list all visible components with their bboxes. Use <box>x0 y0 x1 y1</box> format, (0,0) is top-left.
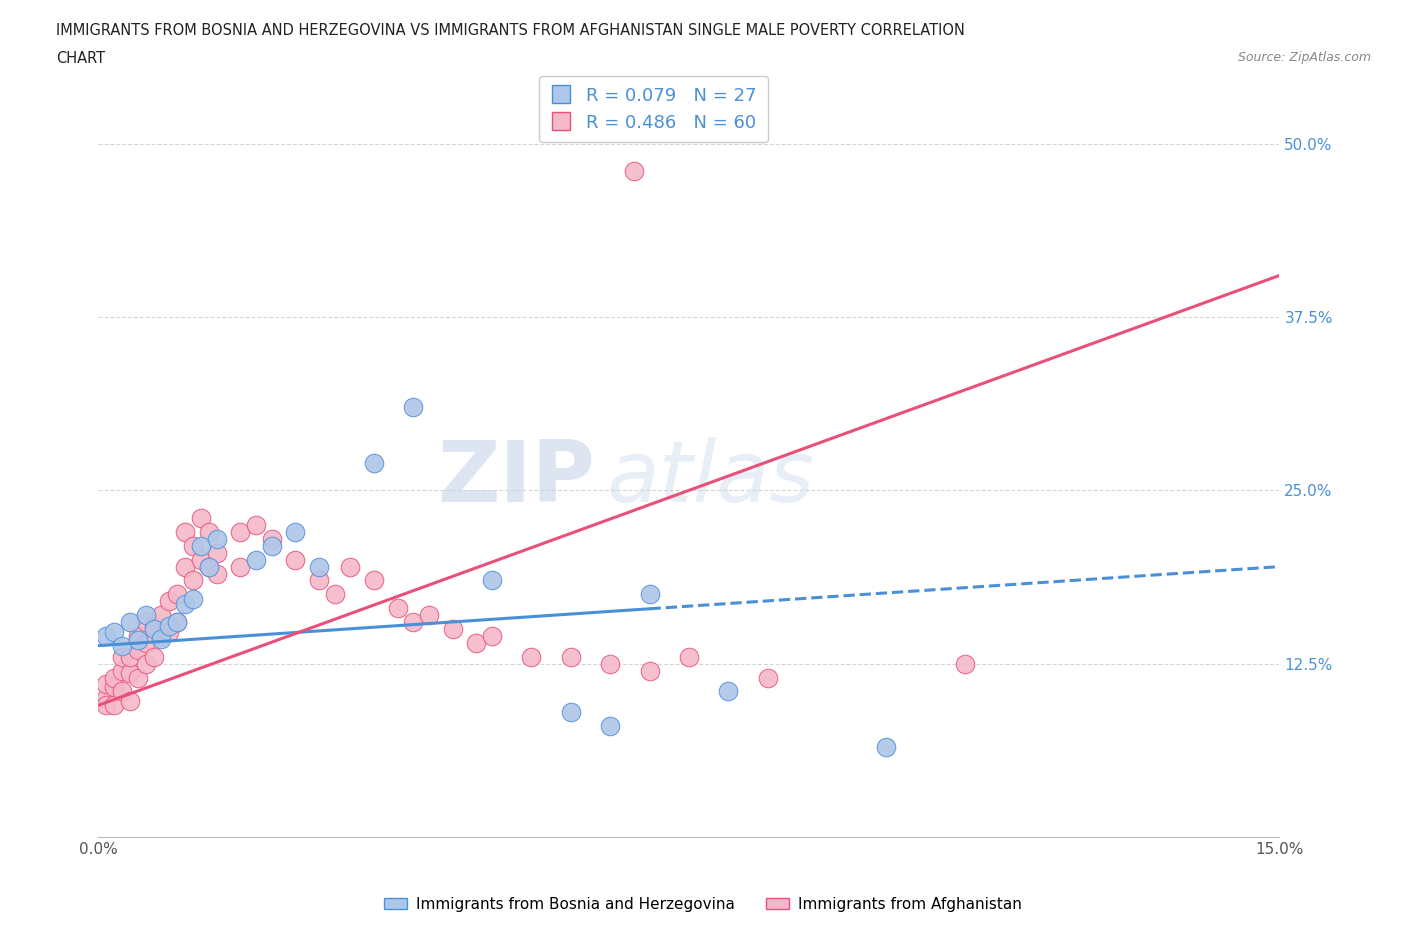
Point <box>481 573 503 588</box>
Point <box>205 545 228 560</box>
Point <box>118 649 141 664</box>
Point <box>127 643 149 658</box>
Point <box>157 594 180 609</box>
Point <box>135 607 157 622</box>
Point <box>756 671 779 685</box>
Legend: R = 0.079   N = 27, R = 0.486   N = 60: R = 0.079 N = 27, R = 0.486 N = 60 <box>540 76 768 142</box>
Point <box>599 719 621 734</box>
Point <box>150 631 173 646</box>
Point <box>111 649 134 664</box>
Point <box>229 525 252 539</box>
Point <box>190 538 212 553</box>
Point <box>363 455 385 470</box>
Point <box>127 629 149 644</box>
Point <box>166 587 188 602</box>
Point <box>111 684 134 698</box>
Point <box>103 671 125 685</box>
Point <box>111 638 134 653</box>
Point <box>623 164 645 179</box>
Point <box>96 629 118 644</box>
Point <box>142 618 165 633</box>
Point <box>96 698 118 712</box>
Point <box>284 552 307 567</box>
Point <box>174 559 197 574</box>
Point <box>150 629 173 644</box>
Point <box>135 657 157 671</box>
Point <box>96 677 118 692</box>
Point <box>323 587 346 602</box>
Point <box>339 559 361 574</box>
Point <box>135 615 157 630</box>
Point <box>308 559 330 574</box>
Point <box>245 518 267 533</box>
Point <box>127 632 149 647</box>
Point <box>363 573 385 588</box>
Point <box>560 705 582 720</box>
Text: Source: ZipAtlas.com: Source: ZipAtlas.com <box>1237 51 1371 64</box>
Point <box>197 525 219 539</box>
Point <box>181 538 204 553</box>
Point <box>599 657 621 671</box>
Point <box>308 573 330 588</box>
Point <box>520 649 543 664</box>
Point <box>197 559 219 574</box>
Point <box>157 618 180 633</box>
Point <box>205 531 228 546</box>
Point <box>229 559 252 574</box>
Point <box>260 538 283 553</box>
Point <box>174 597 197 612</box>
Point <box>953 657 976 671</box>
Point <box>166 615 188 630</box>
Point <box>142 649 165 664</box>
Point <box>465 635 488 650</box>
Point <box>197 559 219 574</box>
Point <box>402 615 425 630</box>
Point <box>481 629 503 644</box>
Point <box>174 525 197 539</box>
Point <box>127 671 149 685</box>
Point <box>111 663 134 678</box>
Point <box>875 739 897 754</box>
Point <box>205 566 228 581</box>
Point <box>150 607 173 622</box>
Text: CHART: CHART <box>56 51 105 66</box>
Point <box>157 624 180 639</box>
Point <box>135 635 157 650</box>
Point <box>245 552 267 567</box>
Point <box>717 684 740 698</box>
Point <box>181 573 204 588</box>
Point <box>190 552 212 567</box>
Point <box>441 621 464 636</box>
Point <box>96 691 118 706</box>
Point <box>118 615 141 630</box>
Point <box>142 621 165 636</box>
Point <box>103 680 125 695</box>
Point <box>560 649 582 664</box>
Point <box>638 663 661 678</box>
Point <box>118 694 141 709</box>
Point <box>418 607 440 622</box>
Point <box>166 615 188 630</box>
Point <box>103 624 125 639</box>
Point <box>402 400 425 415</box>
Point <box>118 666 141 681</box>
Point <box>284 525 307 539</box>
Point <box>638 587 661 602</box>
Text: ZIP: ZIP <box>437 437 595 520</box>
Point <box>387 601 409 616</box>
Text: atlas: atlas <box>606 437 814 520</box>
Text: IMMIGRANTS FROM BOSNIA AND HERZEGOVINA VS IMMIGRANTS FROM AFGHANISTAN SINGLE MAL: IMMIGRANTS FROM BOSNIA AND HERZEGOVINA V… <box>56 23 965 38</box>
Point <box>678 649 700 664</box>
Point <box>260 531 283 546</box>
Point <box>190 511 212 525</box>
Legend: Immigrants from Bosnia and Herzegovina, Immigrants from Afghanistan: Immigrants from Bosnia and Herzegovina, … <box>378 891 1028 918</box>
Point <box>181 591 204 606</box>
Point <box>103 698 125 712</box>
